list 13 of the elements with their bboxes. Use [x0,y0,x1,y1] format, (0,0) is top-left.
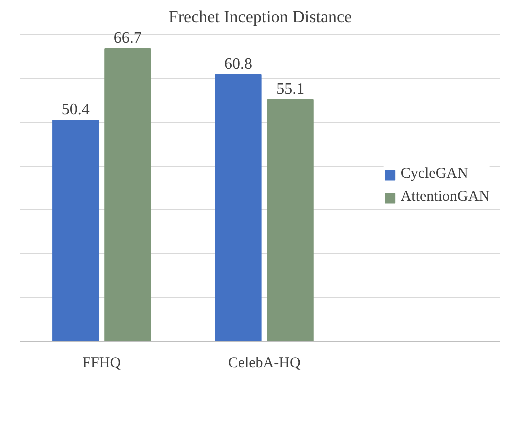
x-tick-label: FFHQ [82,356,122,372]
data-label: 66.7 [114,30,142,48]
bar [52,120,100,342]
bar [267,99,314,342]
legend-label: CycleGAN [400,166,468,183]
data-label: 55.1 [276,80,305,98]
chart-title: Frechet Inception Distance [168,8,352,26]
bar [215,74,262,342]
bar [104,48,152,342]
data-label: 50.4 [62,102,90,119]
data-label: 60.8 [224,56,253,73]
x-tick-label: CelebA-HQ [228,356,301,372]
legend-label: AttentionGAN [400,189,490,206]
